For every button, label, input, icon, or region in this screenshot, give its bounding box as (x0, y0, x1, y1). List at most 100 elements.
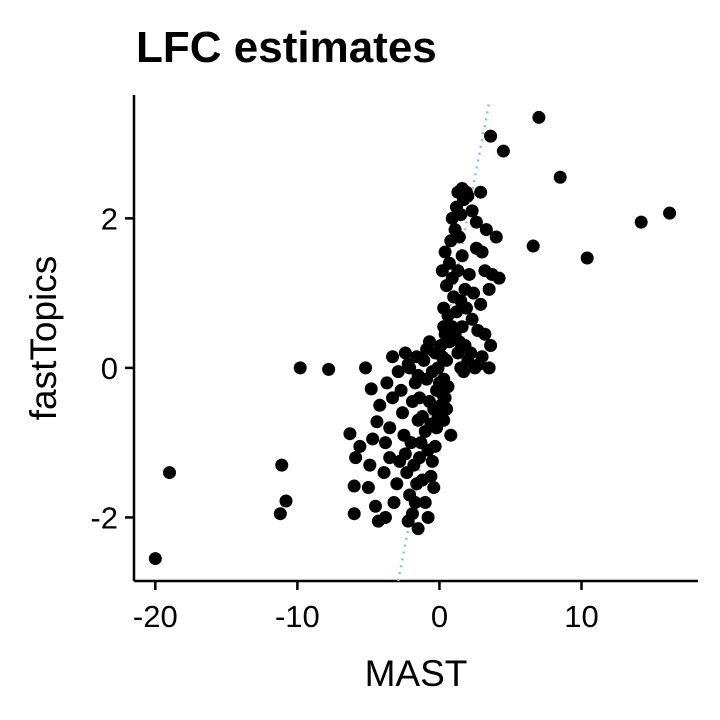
data-point (377, 466, 391, 480)
data-point (413, 451, 427, 465)
data-point (437, 320, 451, 334)
data-point (420, 342, 434, 356)
data-point (370, 415, 384, 429)
data-point (455, 320, 469, 334)
x-axis-title: MAST (365, 653, 468, 694)
data-point (438, 245, 452, 259)
x-tick-label: 10 (564, 599, 598, 634)
data-point (421, 510, 435, 524)
data-point (148, 552, 162, 566)
data-point (484, 338, 498, 352)
data-point (467, 286, 481, 300)
y-tick-label: 0 (101, 351, 118, 386)
data-point (415, 410, 429, 424)
plot-area: -20 -10 0 10-202 (90, 95, 698, 634)
data-point (378, 436, 392, 450)
data-point (408, 495, 422, 509)
data-point (404, 436, 418, 450)
data-point (482, 282, 496, 296)
data-point (273, 507, 287, 521)
data-point (469, 215, 483, 229)
data-point (386, 350, 400, 364)
data-point (454, 208, 468, 222)
data-point (441, 380, 455, 394)
data-point (475, 350, 489, 364)
data-point (431, 361, 445, 375)
data-point (478, 327, 492, 341)
data-point (353, 439, 367, 453)
data-point (428, 439, 442, 453)
data-point (380, 376, 394, 390)
data-point (437, 413, 451, 427)
data-point (378, 510, 392, 524)
data-point (526, 239, 540, 253)
data-point (442, 256, 456, 270)
data-point (489, 230, 503, 244)
data-point (387, 495, 401, 509)
data-point (369, 499, 383, 513)
data-point (413, 391, 427, 405)
data-point (373, 398, 387, 412)
data-point (347, 507, 361, 521)
data-point (455, 249, 469, 263)
data-point (163, 466, 177, 480)
data-point (553, 170, 567, 184)
data-point (361, 481, 375, 495)
data-point (405, 507, 419, 521)
data-point (359, 361, 373, 375)
data-point (484, 129, 498, 143)
y-tick-label: -2 (90, 500, 118, 535)
x-tick-label: 0 (431, 599, 448, 634)
data-point (418, 495, 432, 509)
data-point (465, 204, 479, 218)
data-point (474, 185, 488, 199)
data-point (396, 406, 410, 420)
data-point (347, 479, 361, 493)
data-point (383, 421, 397, 435)
data-point (449, 305, 463, 319)
data-point (279, 494, 293, 508)
data-point (424, 469, 438, 483)
data-point (444, 428, 458, 442)
data-point (398, 447, 412, 461)
data-point (438, 391, 452, 405)
data-point (383, 451, 397, 465)
data-point (343, 427, 357, 441)
data-point (427, 481, 441, 495)
data-point (410, 350, 424, 364)
data-point (474, 297, 488, 311)
data-point (349, 451, 363, 465)
data-point (401, 357, 415, 371)
data-point (386, 391, 400, 405)
data-point (457, 365, 471, 379)
data-point (451, 264, 465, 278)
data-point (275, 458, 289, 472)
x-tick-label: -20 (133, 599, 178, 634)
data-point (634, 215, 648, 229)
y-axis-title: fastTopics (23, 256, 64, 421)
data-point (437, 301, 451, 315)
data-point (454, 294, 468, 308)
data-point (440, 353, 454, 367)
data-point (479, 223, 493, 237)
data-point (425, 454, 439, 468)
chart-title: LFC estimates (136, 23, 437, 72)
data-point (411, 522, 425, 536)
data-point (465, 312, 479, 326)
data-point (398, 346, 412, 360)
data-point (469, 241, 483, 255)
x-tick-label: -10 (275, 599, 320, 634)
data-point (532, 110, 546, 124)
data-point (580, 251, 594, 265)
data-point (482, 361, 496, 375)
data-point (366, 432, 380, 446)
data-point (459, 185, 473, 199)
y-tick-label: 2 (101, 201, 118, 236)
data-point (464, 346, 478, 360)
data-point (322, 362, 336, 376)
data-point (452, 230, 466, 244)
data-point (462, 267, 476, 281)
data-point (440, 402, 454, 416)
data-point (293, 361, 307, 375)
